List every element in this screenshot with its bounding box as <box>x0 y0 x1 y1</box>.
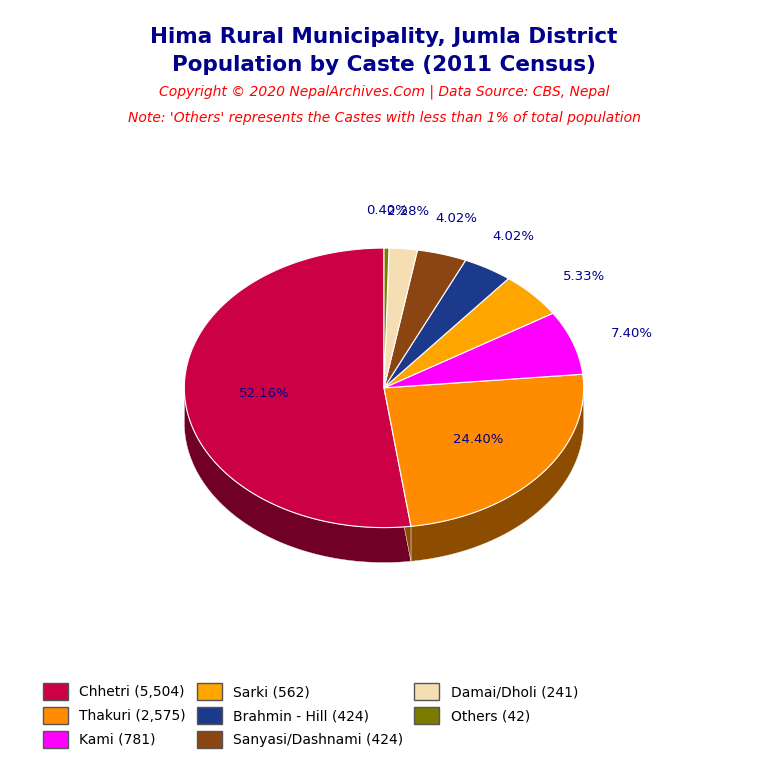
Polygon shape <box>384 260 508 388</box>
Text: 5.33%: 5.33% <box>562 270 604 283</box>
Text: 52.16%: 52.16% <box>239 387 290 400</box>
Polygon shape <box>384 374 584 526</box>
Polygon shape <box>384 250 465 388</box>
Text: 4.02%: 4.02% <box>435 212 478 225</box>
Polygon shape <box>384 313 583 388</box>
Text: Copyright © 2020 NepalArchives.Com | Data Source: CBS, Nepal: Copyright © 2020 NepalArchives.Com | Dat… <box>159 84 609 99</box>
Text: Hima Rural Municipality, Jumla District: Hima Rural Municipality, Jumla District <box>151 27 617 47</box>
Text: 4.02%: 4.02% <box>493 230 535 243</box>
Polygon shape <box>384 388 411 561</box>
Polygon shape <box>184 248 411 528</box>
Polygon shape <box>384 248 418 388</box>
Text: Population by Caste (2011 Census): Population by Caste (2011 Census) <box>172 55 596 75</box>
Text: 24.40%: 24.40% <box>453 433 503 446</box>
Text: 7.40%: 7.40% <box>611 327 653 340</box>
Polygon shape <box>384 279 553 388</box>
Polygon shape <box>411 389 584 561</box>
Polygon shape <box>184 392 411 562</box>
Legend: Chhetri (5,504), Thakuri (2,575), Kami (781), Sarki (562), Brahmin - Hill (424),: Chhetri (5,504), Thakuri (2,575), Kami (… <box>38 677 584 753</box>
Polygon shape <box>384 248 389 388</box>
Text: 2.28%: 2.28% <box>387 205 429 218</box>
Ellipse shape <box>184 283 584 562</box>
Polygon shape <box>384 388 411 561</box>
Text: 0.40%: 0.40% <box>366 204 408 217</box>
Text: Note: 'Others' represents the Castes with less than 1% of total population: Note: 'Others' represents the Castes wit… <box>127 111 641 125</box>
